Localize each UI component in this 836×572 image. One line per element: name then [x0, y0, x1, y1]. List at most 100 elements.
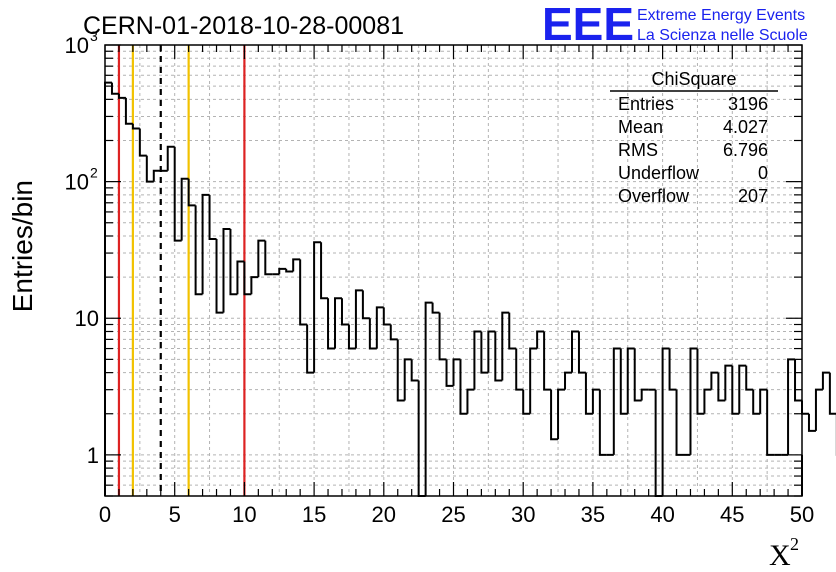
histogram-bin — [759, 388, 768, 414]
histogram-bin — [187, 178, 196, 207]
histogram-bin — [194, 205, 203, 296]
x-tick-label: 45 — [720, 502, 744, 527]
histogram-bin — [264, 240, 273, 276]
histogram-bin — [431, 302, 440, 314]
histogram-bin — [494, 331, 503, 382]
x-axis-label: X 2 — [769, 534, 799, 572]
histogram-bin — [466, 388, 475, 414]
axis-ticks — [104, 44, 803, 497]
histogram-bin — [550, 389, 559, 441]
y-tick-label: 10 — [65, 170, 89, 195]
histogram-bin — [229, 229, 238, 296]
x-axis-label-superscript: 2 — [790, 534, 799, 554]
histogram-bin — [145, 155, 154, 183]
histogram-bin — [807, 413, 816, 432]
histogram-bin — [801, 400, 809, 415]
histogram-bin — [619, 348, 628, 415]
histogram-bin — [278, 267, 287, 275]
histogram-bin — [640, 388, 649, 401]
histogram-bin — [696, 348, 705, 415]
histogram-bin — [738, 364, 747, 414]
histogram-bin — [117, 93, 126, 99]
histogram-bin — [299, 259, 308, 326]
histogram-bin — [368, 318, 377, 350]
stats-box: ChiSquare Entries 3196 Mean 4.027 RMS 6.796 Un… — [610, 69, 778, 206]
chart-title: CERN-01-2018-10-28-00081 — [83, 12, 404, 40]
stats-rows: Entries 3196 Mean 4.027 RMS 6.796 Underflow 0 Ov… — [618, 94, 768, 206]
stats-row-value: 6.796 — [723, 140, 768, 160]
histogram-bin — [292, 258, 301, 272]
histogram-bin — [654, 389, 663, 497]
histogram-bin — [612, 347, 621, 455]
histogram-bin — [710, 371, 719, 390]
histogram-bin — [501, 311, 510, 381]
eee-logo-mark: EEE — [542, 0, 634, 50]
histogram-bin — [361, 290, 370, 320]
histogram-bin — [327, 298, 336, 350]
histogram-bin — [222, 228, 231, 313]
histogram-bin — [424, 301, 433, 496]
histogram-bin — [703, 388, 712, 414]
stats-row-label: Underflow — [618, 163, 700, 183]
x-tick-label: 30 — [511, 502, 535, 527]
histogram-bin — [201, 193, 210, 295]
histogram-bin — [821, 371, 830, 390]
histogram-bin — [598, 389, 607, 456]
histogram-bin — [473, 330, 482, 390]
eee-logo-line1: Extreme Energy Events — [637, 7, 805, 24]
histogram-bin — [515, 348, 524, 391]
histogram-bin — [724, 364, 733, 401]
histogram-bin — [536, 330, 545, 349]
histogram-bin — [459, 359, 468, 415]
histogram-bin — [745, 365, 754, 391]
histogram-bin — [661, 347, 670, 496]
histogram-bin — [564, 371, 572, 390]
x-tick-label: 5 — [169, 502, 181, 527]
histogram-bin — [236, 260, 245, 295]
histogram-bin — [417, 380, 426, 497]
y-tick-label: 10 — [75, 306, 99, 331]
histogram-bin — [320, 242, 329, 300]
histogram-bin — [591, 388, 600, 414]
y-tick-label: 10 — [65, 33, 89, 58]
histogram-bin — [313, 241, 322, 373]
x-tick-label: 10 — [232, 502, 256, 527]
histogram-bin — [382, 307, 391, 326]
histogram-bin — [522, 389, 531, 415]
histogram-bin — [250, 276, 259, 295]
y-tick-label-exponent: 3 — [90, 28, 98, 44]
threshold-lines — [117, 45, 246, 496]
y-axis-label: Entries/bin — [7, 180, 38, 312]
histogram-bin — [766, 389, 775, 456]
x-tick-label: 15 — [302, 502, 326, 527]
histogram-bin — [577, 331, 586, 374]
x-tick-label: 40 — [650, 502, 674, 527]
x-tick-label: 20 — [372, 502, 396, 527]
x-tick-label: 35 — [581, 502, 605, 527]
x-tick-label: 50 — [790, 502, 814, 527]
stats-row-value: 0 — [758, 163, 768, 183]
stats-row-label: RMS — [618, 140, 658, 160]
stats-row-label: Mean — [618, 117, 663, 137]
y-tick-label-exponent: 2 — [90, 165, 98, 181]
histogram-bin — [689, 347, 698, 455]
histogram-bin — [794, 359, 802, 402]
stats-row-label: Entries — [618, 94, 674, 114]
x-axis-label-main: X — [769, 539, 791, 572]
histogram-bin — [557, 388, 566, 440]
histogram-bin — [257, 239, 266, 278]
histogram-bin — [787, 358, 796, 455]
histogram-bin — [445, 359, 454, 387]
histogram-bin — [166, 145, 175, 171]
x-tick-label: 25 — [441, 502, 465, 527]
histogram-bin — [480, 331, 489, 374]
histogram-bin — [208, 194, 217, 241]
histogram-bin — [626, 347, 635, 414]
histogram-bin — [403, 358, 412, 401]
histogram-bin — [675, 389, 684, 456]
histogram-bin — [285, 268, 294, 273]
stats-row-label: Overflow — [618, 186, 690, 206]
stats-row-value: 3196 — [728, 94, 768, 114]
histogram-bin — [243, 261, 252, 296]
